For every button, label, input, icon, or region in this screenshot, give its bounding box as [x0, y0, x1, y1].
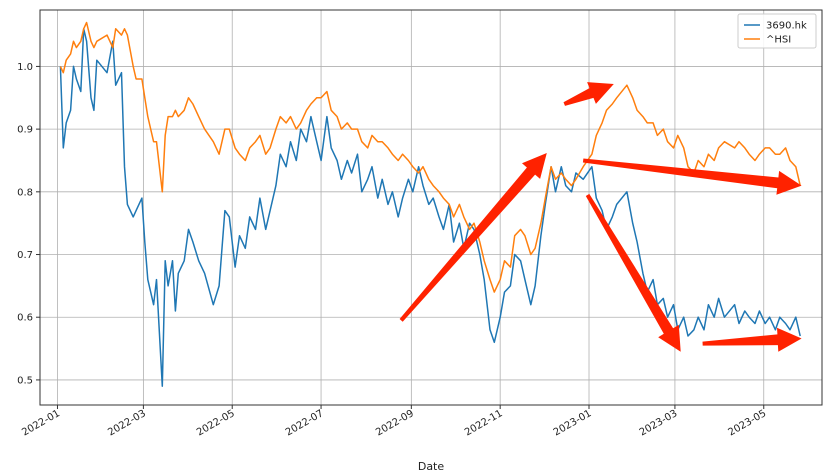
y-axis-ticks: 0.5 0.6 0.7 0.8 0.9 1.0 [17, 62, 40, 386]
legend-label: 3690.hk [766, 21, 807, 32]
annotation-arrow [399, 153, 547, 322]
plot-frame [39, 9, 823, 406]
annotation-arrow [585, 193, 681, 352]
series-layer [59, 21, 801, 387]
y-tick-label: 1.0 [17, 62, 33, 73]
y-tick-label: 0.7 [17, 250, 33, 261]
series-line-3690-hk [59, 28, 801, 387]
annotation-arrow [702, 327, 802, 352]
legend-label: ^HSI [766, 35, 791, 46]
series-line-hsi [59, 21, 801, 293]
annotation-arrows [399, 82, 802, 352]
y-tick-label: 0.5 [17, 375, 33, 386]
y-tick-label: 0.6 [17, 313, 33, 324]
grid [40, 10, 822, 405]
x-axis-label: Date [418, 460, 445, 473]
annotation-arrow [563, 82, 614, 106]
y-tick-label: 0.9 [17, 125, 33, 136]
y-tick-label: 0.8 [17, 187, 33, 198]
annotation-arrow [582, 158, 802, 195]
legend: 3690.hk ^HSI [737, 13, 817, 49]
